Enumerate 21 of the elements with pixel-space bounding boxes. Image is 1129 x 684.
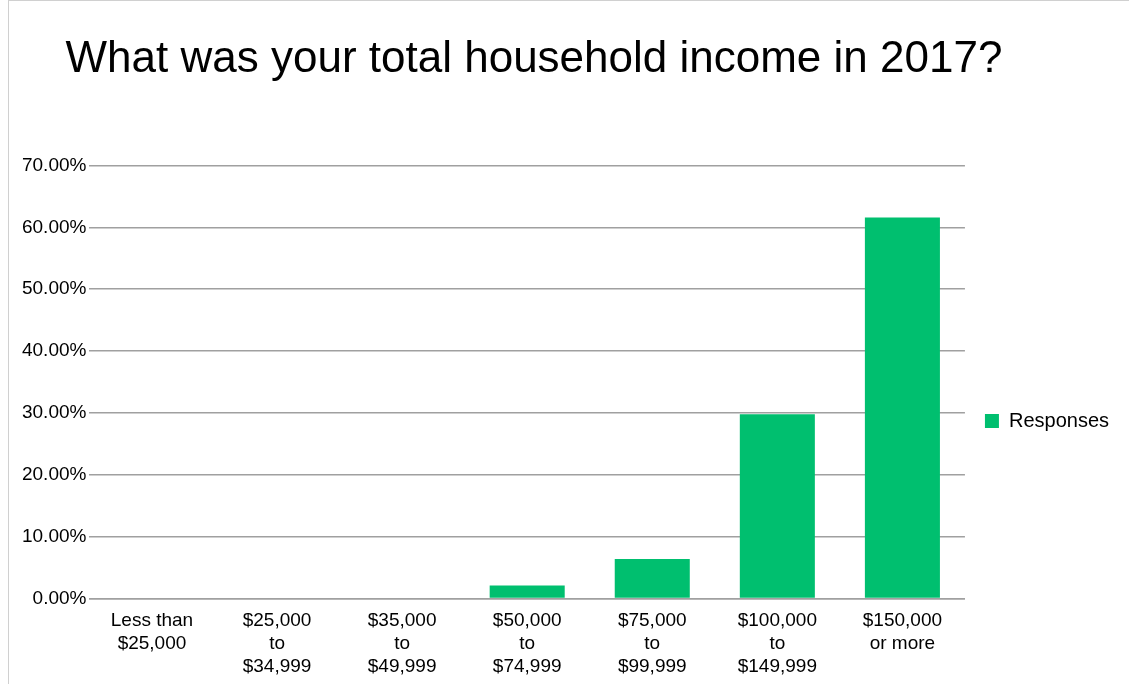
bar (489, 585, 565, 598)
bar (739, 414, 815, 598)
legend-label: Responses (1008, 408, 1109, 431)
x-tick-label: $25,000 to $34,999 (242, 609, 312, 676)
y-tick-label: 70.00% (21, 153, 87, 175)
y-tick-label: 50.00% (21, 277, 87, 299)
bar (864, 217, 940, 598)
y-tick-label: 40.00% (21, 339, 87, 361)
x-tick-label: $50,000 to $74,999 (492, 609, 562, 676)
chart-title: What was your total household income in 2017? (64, 31, 1004, 83)
x-tick-label: $75,000 to $99,999 (617, 609, 687, 676)
x-tick-label: $150,000 or more (862, 609, 943, 654)
x-tick-label: Less than $25,000 (110, 609, 194, 654)
y-tick-label: 30.00% (21, 401, 87, 423)
y-tick-label: 60.00% (21, 215, 87, 237)
y-tick-label: 0.00% (32, 586, 87, 608)
bar (614, 558, 690, 598)
x-tick-label: $100,000 to $149,999 (737, 609, 817, 676)
x-tick-label: $35,000 to $49,999 (367, 609, 437, 676)
y-tick-label: 20.00% (21, 463, 87, 485)
y-tick-label: 10.00% (21, 524, 87, 546)
